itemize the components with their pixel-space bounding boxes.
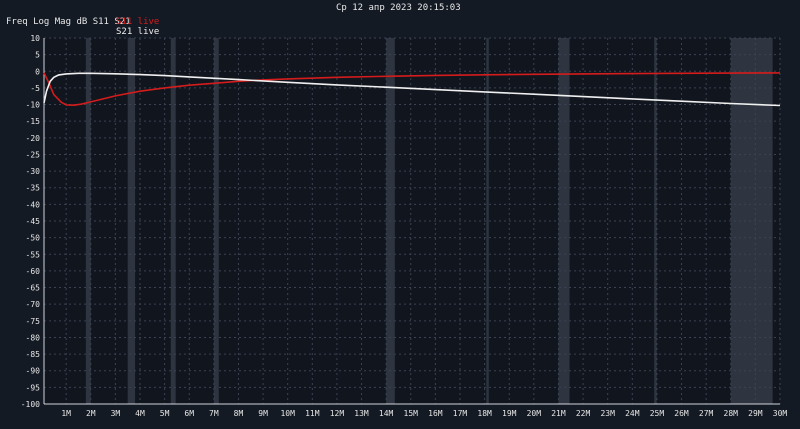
- x-tick-label: 1M: [61, 409, 71, 418]
- x-tick-label: 24M: [625, 409, 640, 418]
- x-tick-label: 13M: [354, 409, 369, 418]
- ham-band-2: [170, 38, 176, 404]
- x-tick-label: 11M: [305, 409, 320, 418]
- x-tick-label: 30M: [773, 409, 788, 418]
- x-tick-label: 10M: [280, 409, 295, 418]
- x-tick-label: 18M: [477, 409, 492, 418]
- x-tick-label: 27M: [699, 409, 714, 418]
- y-tick-label: -70: [26, 300, 41, 309]
- x-tick-label: 6M: [184, 409, 194, 418]
- y-tick-label: -80: [26, 333, 41, 342]
- y-tick-label: -90: [26, 367, 41, 376]
- trace-info: Freq Log Mag dB S11 S21: [6, 17, 131, 27]
- series-line-s11: [43, 72, 781, 106]
- y-tick-label: 0: [35, 67, 40, 76]
- y-tick-label: -5: [30, 84, 40, 93]
- x-tick-label: 22M: [576, 409, 591, 418]
- x-tick-label: 25M: [650, 409, 665, 418]
- series-line-s21: [43, 72, 781, 107]
- y-tick-label: -10: [26, 101, 41, 110]
- x-tick-label: 3M: [111, 409, 121, 418]
- x-tick-label: 16M: [428, 409, 443, 418]
- y-tick-label: -15: [26, 117, 41, 126]
- x-tick-label: 14M: [379, 409, 394, 418]
- y-tick-label: -40: [26, 200, 41, 209]
- y-tick-label: -30: [26, 167, 41, 176]
- ham-band-1: [127, 38, 136, 404]
- y-tick-label: -55: [26, 250, 41, 259]
- x-tick-label: 2M: [86, 409, 96, 418]
- ham-band-5: [486, 38, 489, 404]
- y-tick-label: -85: [26, 350, 41, 359]
- y-tick-label: -35: [26, 184, 41, 193]
- ham-band-8: [730, 38, 773, 404]
- x-tick-label: 26M: [674, 409, 689, 418]
- x-tick-label: 17M: [453, 409, 468, 418]
- y-tick-label: 10: [30, 34, 40, 43]
- x-tick-label: 28M: [724, 409, 739, 418]
- y-tick-label: -100: [21, 400, 40, 409]
- x-tick-label: 5M: [160, 409, 170, 418]
- y-tick-label: -50: [26, 234, 41, 243]
- x-tick-label: 21M: [551, 409, 566, 418]
- x-tick-label: 20M: [527, 409, 542, 418]
- y-tick-label: -65: [26, 284, 41, 293]
- x-tick-label: 15M: [404, 409, 419, 418]
- x-tick-label: 12M: [330, 409, 345, 418]
- y-tick-label: -95: [26, 383, 41, 392]
- x-tick-label: 23M: [600, 409, 615, 418]
- x-tick-label: 7M: [209, 409, 219, 418]
- ham-band-3: [213, 38, 219, 404]
- y-tick-label: -20: [26, 134, 41, 143]
- y-tick-label: -45: [26, 217, 41, 226]
- legend-s11: S11 live: [116, 17, 160, 27]
- x-tick-label: 4M: [135, 409, 145, 418]
- y-tick-label: -25: [26, 150, 41, 159]
- ham-band-0: [85, 38, 91, 404]
- y-tick-label: -75: [26, 317, 41, 326]
- timestamp: Ср 12 апр 2023 20:15:03: [336, 3, 461, 13]
- x-tick-label: 19M: [502, 409, 517, 418]
- x-tick-label: 8M: [234, 409, 244, 418]
- y-tick-label: 5: [35, 51, 40, 60]
- legend-s21: S21 live: [116, 27, 160, 37]
- x-tick-label: 9M: [258, 409, 268, 418]
- x-tick-label: 29M: [748, 409, 763, 418]
- y-tick-label: -60: [26, 267, 41, 276]
